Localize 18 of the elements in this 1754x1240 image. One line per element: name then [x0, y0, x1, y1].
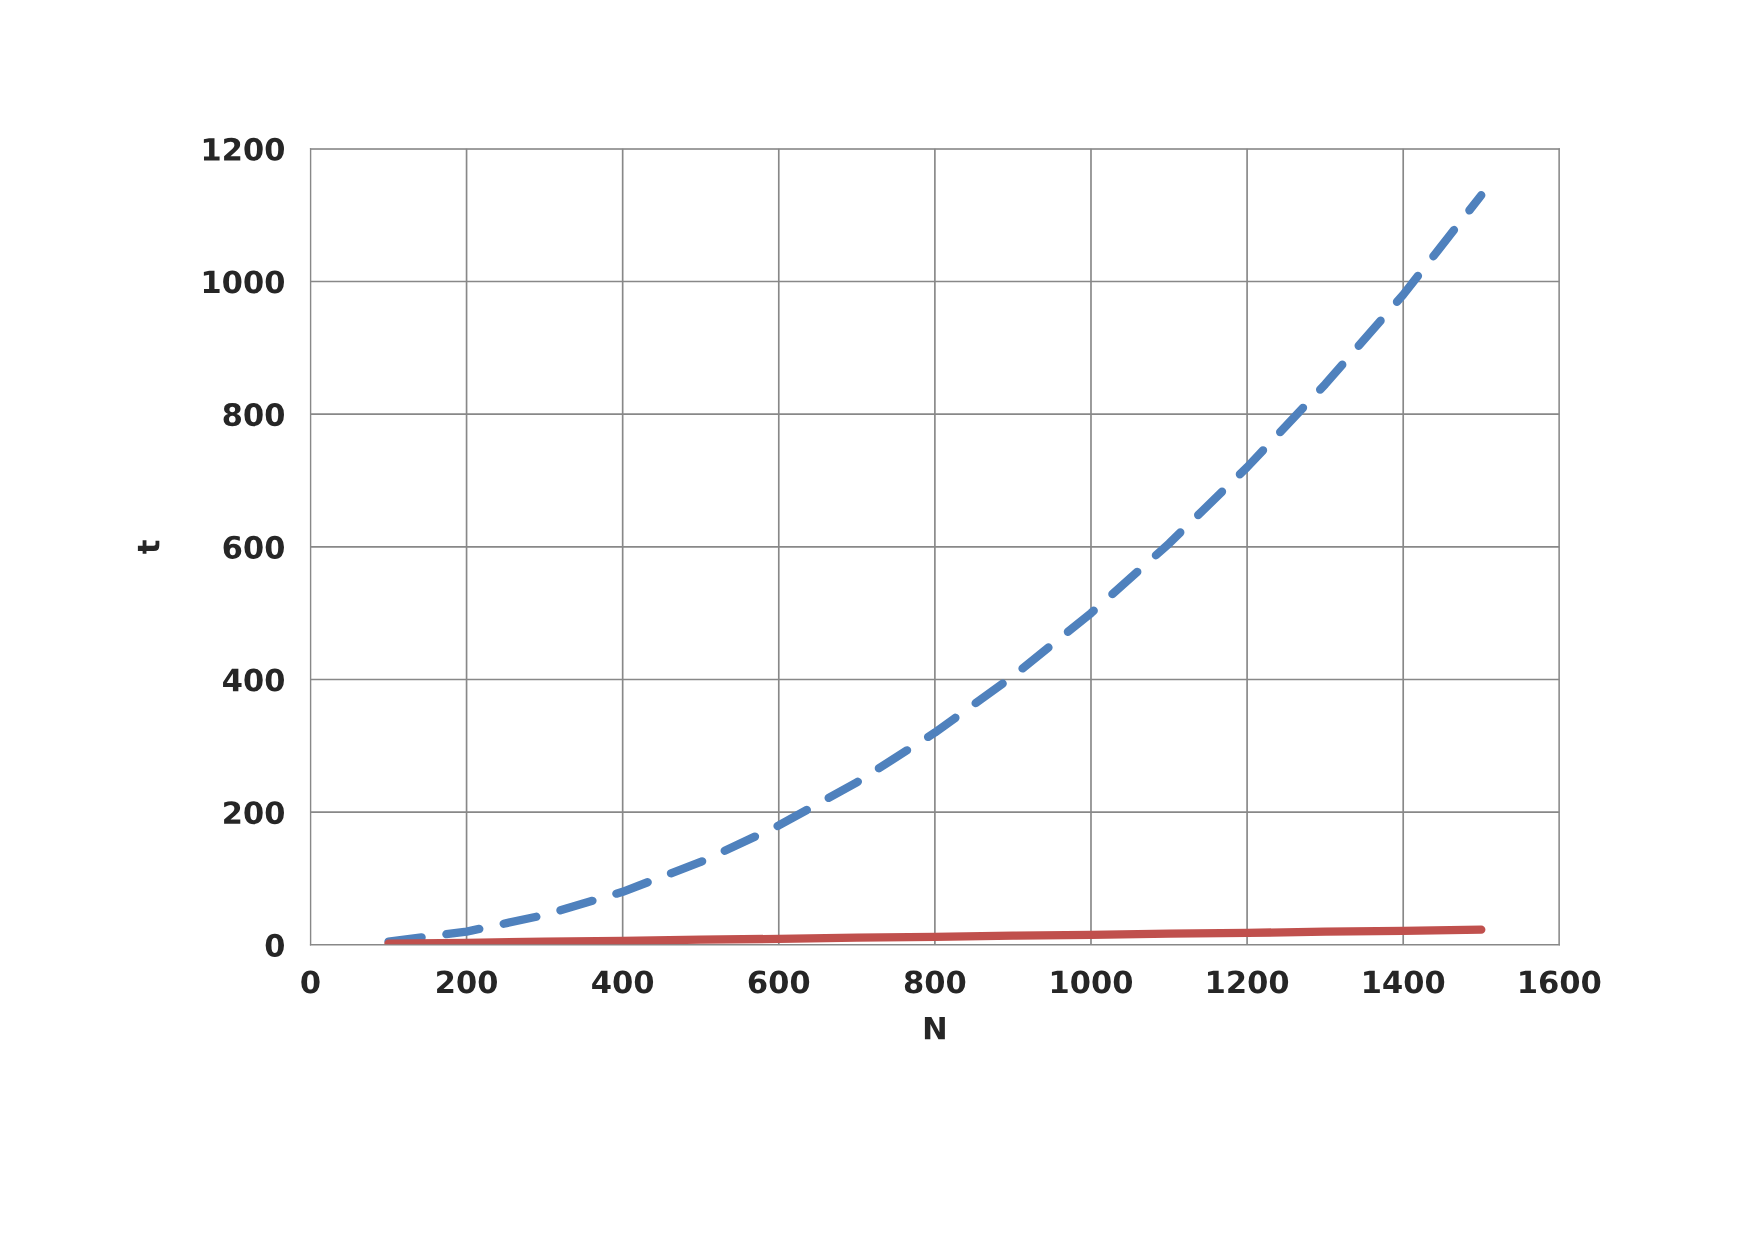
x-tick-label: 800	[904, 970, 966, 994]
x-tick-label: 200	[437, 970, 497, 994]
y-tick-label: 800	[223, 403, 284, 427]
x-tick-label: 1200	[1208, 970, 1289, 994]
y-tick-label: 1000	[203, 270, 284, 294]
x-tick-label: 0	[301, 970, 320, 994]
y-tick-label: 1200	[203, 137, 284, 161]
x-tick-label: 1000	[1051, 970, 1133, 994]
x-axis-title: N	[924, 1017, 945, 1040]
x-tick-label: 1400	[1364, 970, 1445, 994]
y-tick-label: 600	[223, 535, 284, 559]
x-tick-label: 600	[748, 970, 810, 994]
y-axis-title: t	[137, 540, 160, 554]
x-tick-label: 400	[592, 970, 654, 994]
x-tick-label: 1600	[1520, 970, 1601, 994]
y-tick-label: 400	[223, 668, 284, 692]
y-tick-label: 0	[265, 933, 284, 957]
y-tick-label: 200	[224, 801, 284, 825]
